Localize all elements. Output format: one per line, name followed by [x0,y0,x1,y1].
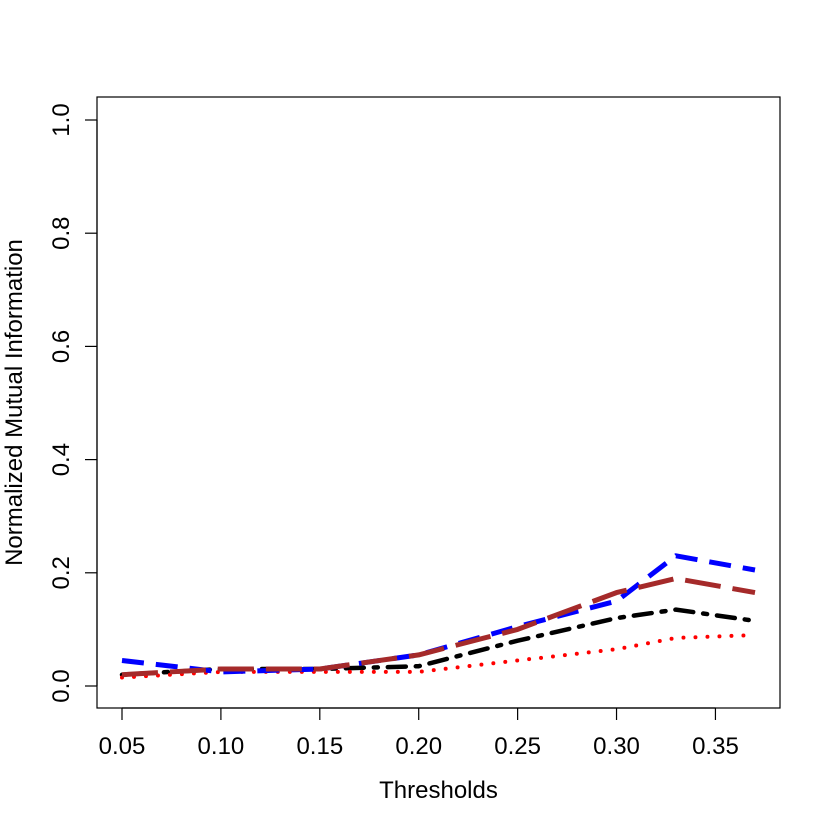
y-tick-label: 0.2 [48,556,75,589]
x-axis: 0.05 0.10 0.15 0.20 0.25 0.30 0.35 [99,707,739,760]
x-axis-title: Thresholds [379,777,498,804]
x-tick-label: 0.20 [395,733,442,760]
series-line-longdash [121,576,756,678]
y-tick-label: 1.0 [48,103,75,136]
x-tick-label: 0.30 [593,733,640,760]
y-tick-label: 0.8 [48,217,75,250]
x-tick-label: 0.25 [494,733,541,760]
plot-frame [96,96,781,709]
y-tick-label: 0.4 [48,443,75,476]
x-tick-label: 0.10 [198,733,245,760]
y-axis-title: Normalized Mutual Information [1,239,28,566]
x-tick-label: 0.35 [692,733,739,760]
x-tick-label: 0.15 [296,733,343,760]
series-layer [119,553,758,680]
x-tick-label: 0.05 [99,733,146,760]
y-tick-label: 0.6 [48,330,75,363]
plot-frame-group [96,96,781,709]
series-line-dashed [121,553,756,675]
y-axis: 0.0 0.2 0.4 0.6 0.8 1.0 [48,103,98,703]
series-line-dotted [120,633,757,680]
y-tick-label: 0.0 [48,669,75,702]
